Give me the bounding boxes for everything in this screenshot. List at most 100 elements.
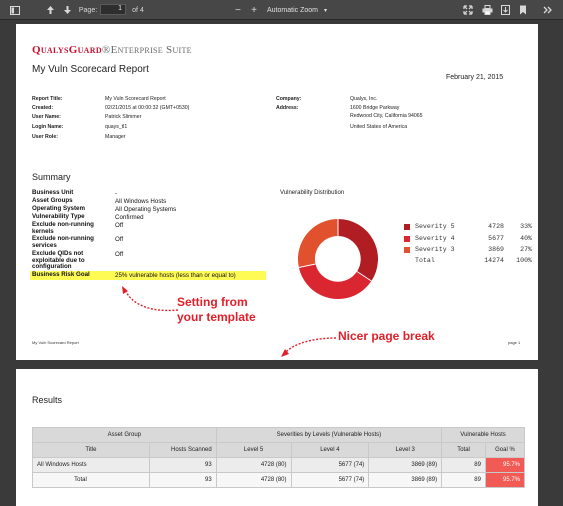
meta-label: Login Name: xyxy=(32,124,64,130)
table-cell: All Windows Hosts xyxy=(32,457,150,473)
summary-value: Confirmed xyxy=(115,214,144,221)
page-number-input[interactable]: 1 xyxy=(100,4,126,15)
results-table: Asset Group Severities by Levels (Vulner… xyxy=(32,427,526,488)
table-column-header: Hosts Scanned xyxy=(148,442,217,458)
zoom-in-button[interactable]: + xyxy=(251,4,257,16)
meta-value: My Vuln Scorecard Report xyxy=(105,96,166,102)
donut-slice-severity-5 xyxy=(338,219,378,281)
summary-heading: Summary xyxy=(32,172,71,182)
summary-value: Off xyxy=(115,222,124,229)
tools-menu-icon[interactable] xyxy=(541,3,555,17)
page-footer-right: page 1 xyxy=(508,340,521,345)
table-cell: 3869 (89) xyxy=(368,457,443,473)
table-cell: 89 xyxy=(441,457,486,473)
page-total: of 4 xyxy=(132,6,144,14)
address-line: 1600 Bridge Parkway xyxy=(350,105,400,111)
annotation-template: Setting from your template xyxy=(177,295,256,324)
address-line: United States of America xyxy=(350,124,408,130)
table-cell: 93 xyxy=(148,472,217,488)
table-cell: 5677 (74) xyxy=(290,472,370,488)
summary-value: - xyxy=(115,190,118,197)
address-line: Redwood City, California 94065 xyxy=(350,113,423,119)
next-page-icon[interactable] xyxy=(60,3,74,17)
annotation-arrow-template xyxy=(122,286,179,312)
pdf-page-1: QUALYSGUARD®Enterprise Suite My Vuln Sco… xyxy=(16,24,538,360)
summary-value: Off xyxy=(115,251,124,258)
business-risk-highlight xyxy=(30,271,266,280)
bookmark-icon[interactable] xyxy=(516,3,530,17)
meta-label: Created: xyxy=(32,105,54,111)
previous-page-icon[interactable] xyxy=(43,3,57,17)
table-cell: 89 xyxy=(441,472,486,488)
summary-label: Business Unit xyxy=(32,189,74,196)
meta-value: Manager xyxy=(105,134,126,140)
table-cell: 93 xyxy=(148,457,217,473)
table-column-header: Level 3 xyxy=(368,442,443,458)
summary-label: Vulnerability Type xyxy=(32,213,85,220)
table-column-header: Level 5 xyxy=(215,442,292,458)
donut-slice-severity-3 xyxy=(297,219,338,268)
report-date: February 21, 2015 xyxy=(446,74,504,81)
summary-value: Off xyxy=(115,236,124,243)
print-icon[interactable] xyxy=(480,3,494,17)
meta-value: Patrick Slimmer xyxy=(105,114,142,120)
sidebar-toggle-icon[interactable] xyxy=(8,3,22,17)
table-cell: 5677 (74) xyxy=(290,457,370,473)
presentation-mode-icon[interactable] xyxy=(461,3,475,17)
table-column-header: Total xyxy=(441,442,486,458)
meta-label: Report Title: xyxy=(32,96,63,102)
table-cell: Total xyxy=(32,472,150,488)
table-column-header: Goal % xyxy=(484,442,526,458)
address-label: Address: xyxy=(276,105,299,111)
summary-label: Asset Groups xyxy=(32,197,73,204)
table-column-header: Title xyxy=(32,442,150,458)
table-group-header: Asset Group xyxy=(32,427,217,443)
summary-value: All Operating Systems xyxy=(115,206,177,213)
table-total-row: Total 93 4728 (80) 5677 (74) 3869 (89) 8… xyxy=(32,472,526,488)
page-label: Page: xyxy=(78,6,98,14)
report-title: My Vuln Scorecard Report xyxy=(32,64,149,75)
pdf-viewer-toolbar: Page: 1 of 4 − + Automatic Zoom ▾ xyxy=(0,0,563,20)
summary-label: Exclude non-running services xyxy=(32,235,94,249)
company-value: Qualys, Inc. xyxy=(350,96,378,102)
table-cell: 3869 (89) xyxy=(368,472,443,488)
results-heading: Results xyxy=(32,395,63,405)
table-group-header: Severities by Levels (Vulnerable Hosts) xyxy=(215,427,443,443)
table-cell: 4728 (80) xyxy=(215,472,292,488)
summary-value: 25% vulnerable hosts (less than or equal… xyxy=(115,272,236,279)
goal-cell: 95.7% xyxy=(484,472,526,488)
donut-slice-severity-4 xyxy=(298,264,372,300)
annotation-page-break: Nicer page break xyxy=(338,329,435,343)
zoom-out-button[interactable]: − xyxy=(235,4,241,16)
vuln-distribution-title: Vulnerability Distribution xyxy=(280,190,345,196)
table-header-row: Title Hosts Scanned Level 5 Level 4 Leve… xyxy=(32,442,526,458)
qualysguard-logo: QUALYSGUARD®Enterprise Suite xyxy=(32,44,192,56)
download-icon[interactable] xyxy=(498,3,512,17)
table-group-header: Vulnerable Hosts xyxy=(441,427,525,443)
goal-cell: 95.7% xyxy=(484,457,526,473)
legend-swatch xyxy=(404,236,410,242)
table-group-header-row: Asset Group Severities by Levels (Vulner… xyxy=(32,427,525,443)
meta-label: User Name: xyxy=(32,114,61,120)
zoom-select[interactable]: Automatic Zoom ▾ xyxy=(263,4,339,16)
table-row: All Windows Hosts 93 4728 (80) 5677 (74)… xyxy=(32,457,526,473)
pdf-page-2: Results Asset Group Severities by Levels… xyxy=(16,369,538,506)
table-cell: 4728 (80) xyxy=(215,457,292,473)
legend-swatch xyxy=(404,247,410,253)
summary-label: Business Risk Goal xyxy=(32,271,90,278)
summary-value: All Windows Hosts xyxy=(115,198,167,205)
page-footer-left: My Vuln Scorecard Report xyxy=(32,340,79,345)
annotation-arrow-page-break xyxy=(281,337,337,357)
meta-value: 02/21/2015 at 00:00:32 (GMT+0530) xyxy=(105,105,190,111)
summary-label: Exclude non-running kernels xyxy=(32,221,94,235)
summary-label: Exclude QIDs not exploitable due to conf… xyxy=(32,250,85,270)
chevron-down-icon: ▾ xyxy=(323,7,327,14)
vuln-distribution-donut xyxy=(297,219,378,300)
zoom-select-value: Automatic Zoom xyxy=(267,6,318,14)
table-column-header: Level 4 xyxy=(290,442,370,458)
legend-swatch xyxy=(404,224,410,230)
meta-value: quays_tl1 xyxy=(105,124,128,130)
meta-label: User Role: xyxy=(32,134,58,140)
company-label: Company: xyxy=(276,96,302,102)
summary-label: Operating System xyxy=(32,205,85,212)
